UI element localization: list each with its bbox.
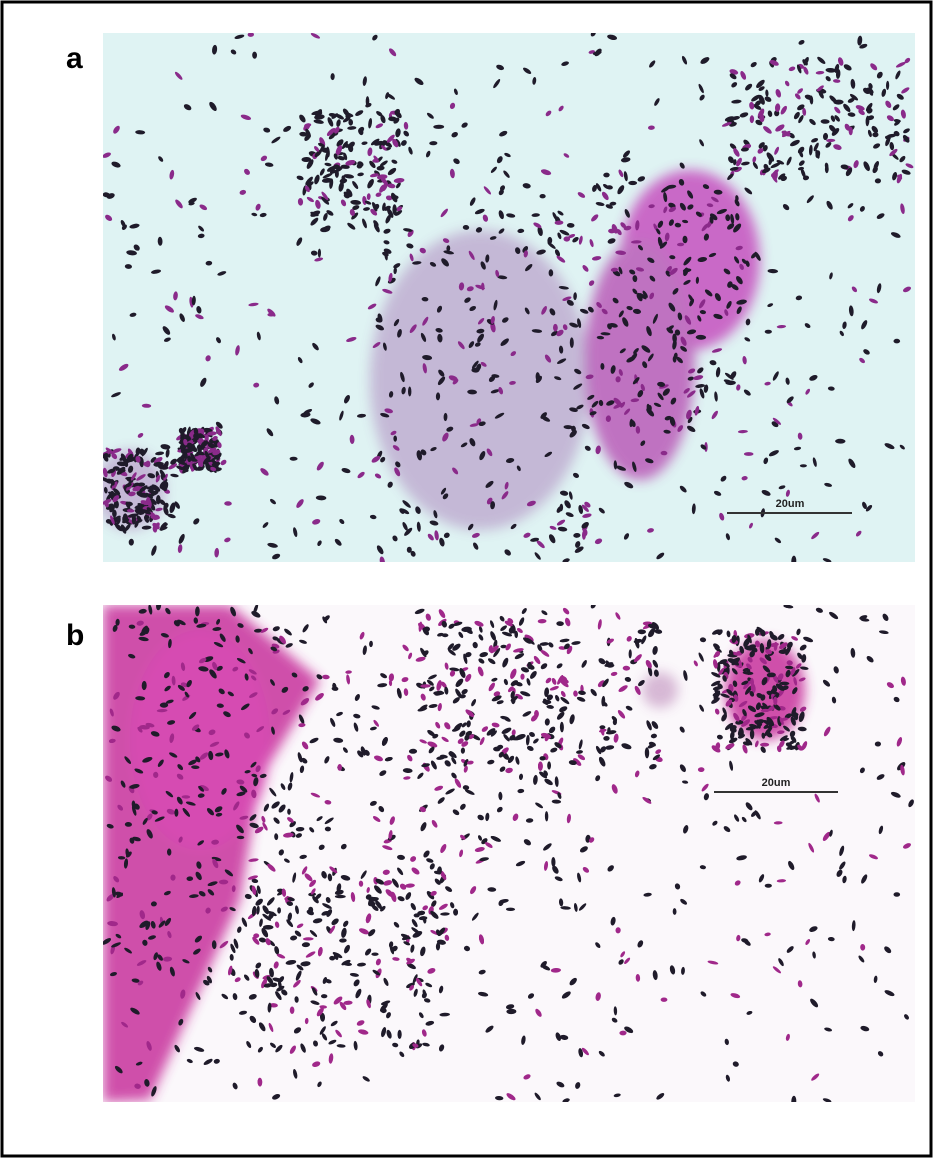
cell [894, 339, 901, 344]
cell [132, 514, 136, 524]
micrograph-a [95, 33, 915, 562]
cell [290, 1007, 295, 1014]
cell [765, 884, 772, 888]
cell [277, 907, 281, 913]
cell [547, 761, 551, 769]
cell [628, 181, 637, 185]
cell [773, 697, 777, 706]
cell [408, 387, 411, 397]
page: a 20um b 20um (() => { const data = JSON… [0, 0, 933, 1158]
cell [335, 895, 346, 898]
cell [849, 127, 853, 136]
cell [538, 762, 543, 771]
cell [540, 756, 546, 760]
scale-bar-label: 20um [776, 498, 805, 510]
micrograph-b [103, 605, 915, 1102]
cell [725, 381, 736, 386]
cell [750, 729, 754, 739]
cell [765, 330, 772, 334]
cell [800, 464, 807, 467]
scale-bar-label: 20um [762, 777, 791, 789]
cell [894, 892, 901, 897]
cell [825, 165, 829, 173]
cell [407, 547, 412, 553]
panel-label: b [66, 619, 84, 652]
cell [366, 96, 370, 106]
cell [398, 1030, 402, 1039]
panel-label: a [66, 42, 83, 75]
cell [308, 907, 313, 913]
cell [263, 925, 274, 930]
cell [540, 194, 546, 198]
figure: a 20um b 20um [0, 0, 933, 1158]
cell [744, 452, 754, 456]
cell [371, 953, 378, 956]
